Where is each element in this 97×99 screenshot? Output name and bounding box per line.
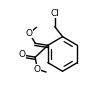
Text: O: O — [19, 50, 26, 59]
Text: O: O — [34, 65, 41, 74]
Text: Cl: Cl — [50, 9, 59, 18]
Text: O: O — [26, 29, 33, 38]
